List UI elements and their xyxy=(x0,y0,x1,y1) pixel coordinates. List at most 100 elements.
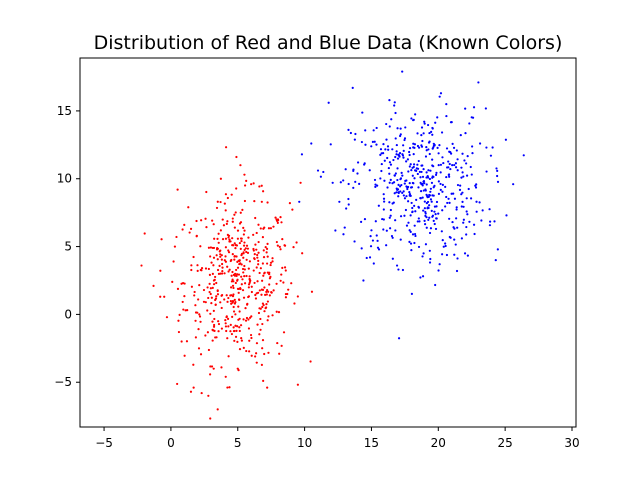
point-series-0 xyxy=(226,386,229,389)
point-series-0 xyxy=(230,302,233,305)
point-series-1 xyxy=(425,183,428,186)
point-series-1 xyxy=(391,148,394,151)
point-series-0 xyxy=(245,250,248,254)
point-series-0 xyxy=(226,265,229,268)
point-series-0 xyxy=(215,281,218,285)
point-series-0 xyxy=(217,330,220,333)
point-series-0 xyxy=(257,240,260,244)
point-series-0 xyxy=(225,315,228,318)
point-series-0 xyxy=(217,272,221,276)
point-series-1 xyxy=(452,146,456,149)
point-series-0 xyxy=(210,296,213,299)
point-series-0 xyxy=(272,225,275,228)
point-series-1 xyxy=(441,209,444,212)
point-series-1 xyxy=(423,122,426,125)
point-series-0 xyxy=(257,263,260,266)
point-series-1 xyxy=(426,175,429,178)
point-series-1 xyxy=(398,134,402,138)
point-series-0 xyxy=(207,267,210,271)
point-series-1 xyxy=(455,208,458,211)
point-series-1 xyxy=(397,154,400,157)
point-series-1 xyxy=(410,169,413,172)
point-series-0 xyxy=(232,329,236,333)
point-series-1 xyxy=(389,214,392,217)
point-series-0 xyxy=(260,200,263,203)
point-series-0 xyxy=(247,318,250,321)
point-series-1 xyxy=(410,248,413,252)
point-series-0 xyxy=(230,294,233,297)
point-series-1 xyxy=(419,276,422,279)
point-series-0 xyxy=(240,275,243,278)
point-series-0 xyxy=(265,306,268,309)
point-series-1 xyxy=(405,160,408,163)
point-series-1 xyxy=(416,144,420,148)
point-series-1 xyxy=(352,168,355,171)
point-series-0 xyxy=(241,289,245,292)
point-series-0 xyxy=(231,217,234,220)
point-series-1 xyxy=(441,190,444,193)
point-series-0 xyxy=(212,367,215,370)
point-series-0 xyxy=(266,201,269,204)
point-series-0 xyxy=(207,296,210,300)
point-series-0 xyxy=(228,268,231,271)
point-series-1 xyxy=(428,193,431,197)
point-series-0 xyxy=(227,325,230,328)
point-series-0 xyxy=(214,336,217,339)
point-series-1 xyxy=(432,186,435,189)
point-series-1 xyxy=(375,143,378,146)
point-series-1 xyxy=(393,101,396,104)
x-tick-label: 10 xyxy=(297,436,312,450)
point-series-1 xyxy=(421,175,425,178)
point-series-0 xyxy=(195,234,198,237)
point-series-0 xyxy=(253,200,256,203)
point-series-1 xyxy=(456,158,459,161)
point-series-0 xyxy=(279,248,282,251)
point-series-1 xyxy=(471,145,474,148)
point-series-0 xyxy=(211,286,214,289)
point-series-1 xyxy=(354,180,357,183)
point-series-0 xyxy=(247,286,250,289)
point-series-0 xyxy=(237,287,240,291)
point-series-1 xyxy=(448,162,451,166)
point-series-0 xyxy=(240,239,243,243)
point-series-1 xyxy=(353,138,356,141)
point-series-1 xyxy=(427,169,430,172)
y-axis: −5 0 5 10 15 xyxy=(54,104,80,389)
point-series-1 xyxy=(412,163,416,166)
point-series-1 xyxy=(447,173,450,176)
point-series-1 xyxy=(421,182,424,186)
point-series-1 xyxy=(380,169,383,173)
point-series-1 xyxy=(368,169,371,172)
point-series-0 xyxy=(230,258,233,262)
point-series-1 xyxy=(425,226,428,229)
point-series-1 xyxy=(369,245,373,248)
point-series-1 xyxy=(376,184,379,187)
point-series-1 xyxy=(455,149,458,152)
point-series-0 xyxy=(283,244,286,247)
point-series-1 xyxy=(425,193,428,196)
point-series-1 xyxy=(398,152,402,155)
point-series-1 xyxy=(465,210,468,213)
point-series-1 xyxy=(422,209,425,212)
point-series-0 xyxy=(262,190,265,193)
point-series-1 xyxy=(441,183,444,186)
point-series-0 xyxy=(228,238,231,241)
point-series-1 xyxy=(445,175,448,179)
point-series-0 xyxy=(268,273,271,276)
point-series-0 xyxy=(202,288,206,292)
point-series-0 xyxy=(242,318,245,321)
point-series-1 xyxy=(401,153,404,156)
point-series-0 xyxy=(197,347,201,350)
point-series-0 xyxy=(238,262,241,266)
point-series-1 xyxy=(413,224,416,227)
point-series-1 xyxy=(411,206,414,210)
point-series-1 xyxy=(399,127,402,130)
point-series-0 xyxy=(242,296,246,299)
point-series-0 xyxy=(209,246,213,249)
point-series-0 xyxy=(266,300,269,303)
point-series-0 xyxy=(220,327,223,330)
point-series-1 xyxy=(372,129,375,132)
point-series-0 xyxy=(260,184,263,187)
point-series-1 xyxy=(454,243,457,246)
point-series-0 xyxy=(205,190,208,194)
